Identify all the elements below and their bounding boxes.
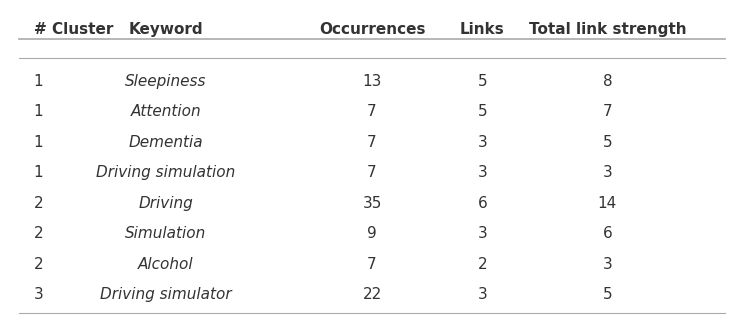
Text: 1: 1 (33, 104, 43, 119)
Text: 13: 13 (362, 74, 382, 89)
Text: 2: 2 (478, 256, 487, 271)
Text: 1: 1 (33, 74, 43, 89)
Text: 3: 3 (478, 226, 487, 241)
Text: 3: 3 (478, 135, 487, 150)
Text: 7: 7 (368, 256, 376, 271)
Text: 1: 1 (33, 135, 43, 150)
Text: # Cluster: # Cluster (33, 22, 113, 37)
Text: 7: 7 (368, 135, 376, 150)
Text: 14: 14 (597, 196, 617, 211)
Text: 3: 3 (603, 165, 612, 180)
Text: Driving simulation: Driving simulation (97, 165, 236, 180)
Text: Attention: Attention (131, 104, 202, 119)
Text: 2: 2 (33, 226, 43, 241)
Text: 5: 5 (603, 135, 612, 150)
Text: Total link strength: Total link strength (528, 22, 686, 37)
Text: 3: 3 (478, 287, 487, 302)
Text: 9: 9 (367, 226, 377, 241)
Text: 7: 7 (368, 165, 376, 180)
Text: Keyword: Keyword (129, 22, 203, 37)
Text: Simulation: Simulation (126, 226, 207, 241)
Text: Driving simulator: Driving simulator (100, 287, 232, 302)
Text: 35: 35 (362, 196, 382, 211)
Text: Alcohol: Alcohol (138, 256, 194, 271)
Text: 5: 5 (478, 74, 487, 89)
Text: 2: 2 (33, 196, 43, 211)
Text: 7: 7 (603, 104, 612, 119)
Text: 1: 1 (33, 165, 43, 180)
Text: 5: 5 (603, 287, 612, 302)
Text: 7: 7 (368, 104, 376, 119)
Text: 8: 8 (603, 74, 612, 89)
Text: 6: 6 (603, 226, 612, 241)
Text: 6: 6 (478, 196, 487, 211)
Text: 3: 3 (33, 287, 43, 302)
Text: Dementia: Dementia (129, 135, 203, 150)
Text: 5: 5 (478, 104, 487, 119)
Text: 22: 22 (362, 287, 382, 302)
Text: Occurrences: Occurrences (318, 22, 426, 37)
Text: 3: 3 (603, 256, 612, 271)
Text: Links: Links (460, 22, 504, 37)
Text: Driving: Driving (138, 196, 193, 211)
Text: 2: 2 (33, 256, 43, 271)
Text: 3: 3 (478, 165, 487, 180)
Text: Sleepiness: Sleepiness (125, 74, 207, 89)
